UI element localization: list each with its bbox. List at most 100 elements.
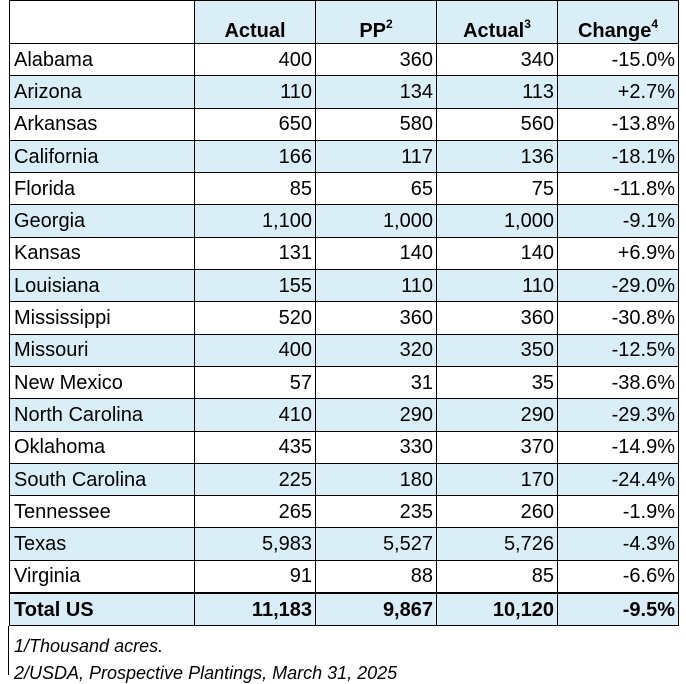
pp-cell: 180: [315, 462, 437, 497]
state-cell: Kansas: [9, 236, 195, 271]
total-row: Total US 11,183 9,867 10,120 -9.5%: [9, 592, 679, 627]
actual-cell: 110: [194, 75, 316, 109]
state-cell: North Carolina: [9, 398, 195, 432]
table-row: Texas 5,983 5,527 5,726 -4.3%: [9, 527, 679, 561]
header-actual-2: Actual3: [436, 0, 558, 44]
pp-cell: 31: [315, 365, 437, 400]
pp-cell: 330: [315, 430, 437, 464]
total-actual-cell: 11,183: [194, 592, 316, 627]
actual-2-cell: 140: [436, 236, 558, 271]
actual-2-cell: 136: [436, 139, 558, 174]
state-cell: Georgia: [9, 204, 195, 238]
actual-cell: 57: [194, 365, 316, 400]
header-change-label: Change: [577, 20, 652, 42]
change-cell: -13.8%: [557, 107, 679, 141]
total-change-cell: -9.5%: [557, 592, 679, 627]
actual-cell: 225: [194, 462, 316, 497]
actual-2-cell: 35: [436, 365, 558, 400]
actual-2-cell: 370: [436, 430, 558, 464]
change-cell: +6.9%: [557, 236, 679, 271]
actual-2-cell: 113: [436, 75, 558, 109]
pp-cell: 65: [315, 172, 437, 206]
change-cell: -18.1%: [557, 139, 679, 174]
footnote-1: 1/Thousand acres.: [14, 636, 164, 656]
change-cell: -12.5%: [557, 333, 679, 367]
actual-2-cell: 560: [436, 107, 558, 141]
state-cell: Arkansas: [9, 107, 195, 141]
header-actual-2-label: Actual: [463, 20, 525, 42]
table-row: North Carolina 410 290 290 -29.3%: [9, 398, 679, 432]
change-cell: -15.0%: [557, 42, 679, 77]
actual-cell: 410: [194, 398, 316, 432]
acreage-table: Actual PP2 Actual3 Change4 Alabama 400 360…: [9, 0, 679, 627]
state-cell: Virginia: [9, 559, 195, 594]
table-row: Florida 85 65 75 -11.8%: [9, 172, 679, 206]
pp-cell: 320: [315, 333, 437, 367]
state-cell: Texas: [9, 527, 195, 561]
state-cell: New Mexico: [9, 365, 195, 400]
change-cell: -24.4%: [557, 462, 679, 497]
pp-cell: 117: [315, 139, 437, 174]
table-row: South Carolina 225 180 170 -24.4%: [9, 462, 679, 497]
state-cell: Mississippi: [9, 301, 195, 335]
actual-cell: 435: [194, 430, 316, 464]
actual-2-cell: 350: [436, 333, 558, 367]
actual-2-cell: 360: [436, 301, 558, 335]
table-row: Oklahoma 435 330 370 -14.9%: [9, 430, 679, 464]
total-pp-cell: 9,867: [315, 592, 437, 627]
state-cell: Missouri: [9, 333, 195, 367]
state-cell: Alabama: [9, 42, 195, 77]
header-actual-label: Actual: [224, 20, 286, 42]
actual-cell: 265: [194, 495, 316, 529]
table-row: Mississippi 520 360 360 -30.8%: [9, 301, 679, 335]
state-cell: Florida: [9, 172, 195, 206]
table-row: New Mexico 57 31 35 -38.6%: [9, 365, 679, 400]
change-cell: -1.9%: [557, 495, 679, 529]
actual-2-cell: 340: [436, 42, 558, 77]
actual-2-cell: 170: [436, 462, 558, 497]
pp-cell: 360: [315, 42, 437, 77]
change-cell: -38.6%: [557, 365, 679, 400]
state-cell: Louisiana: [9, 269, 195, 303]
actual-2-cell: 110: [436, 269, 558, 303]
pp-cell: 1,000: [315, 204, 437, 238]
table-row: Louisiana 155 110 110 -29.0%: [9, 269, 679, 303]
actual-cell: 400: [194, 333, 316, 367]
pp-cell: 235: [315, 495, 437, 529]
table-row: Arizona 110 134 113 +2.7%: [9, 75, 679, 109]
footnote-2: 2/USDA, Prospective Plantings, March 31,…: [14, 663, 398, 683]
header-state-cell: [9, 0, 195, 44]
change-cell: +2.7%: [557, 75, 679, 109]
table-row: Kansas 131 140 140 +6.9%: [9, 236, 679, 271]
change-cell: -9.1%: [557, 204, 679, 238]
actual-cell: 650: [194, 107, 316, 141]
change-cell: -29.0%: [557, 269, 679, 303]
actual-2-cell: 85: [436, 559, 558, 594]
header-pp-label: PP: [359, 20, 386, 42]
change-cell: -6.6%: [557, 559, 679, 594]
table-row: Alabama 400 360 340 -15.0%: [9, 42, 679, 77]
actual-cell: 91: [194, 559, 316, 594]
state-cell: Arizona: [9, 75, 195, 109]
header-actual: Actual: [194, 0, 316, 44]
notes-divider: [8, 626, 9, 675]
table-row: Georgia 1,100 1,000 1,000 -9.1%: [9, 204, 679, 238]
change-cell: -4.3%: [557, 527, 679, 561]
table-row: Tennessee 265 235 260 -1.9%: [9, 495, 679, 529]
change-cell: -14.9%: [557, 430, 679, 464]
state-cell: California: [9, 139, 195, 174]
pp-cell: 360: [315, 301, 437, 335]
change-cell: -30.8%: [557, 301, 679, 335]
actual-cell: 85: [194, 172, 316, 206]
actual-cell: 131: [194, 236, 316, 271]
pp-cell: 88: [315, 559, 437, 594]
actual-2-cell: 1,000: [436, 204, 558, 238]
pp-cell: 290: [315, 398, 437, 432]
change-cell: -11.8%: [557, 172, 679, 206]
table-row: California 166 117 136 -18.1%: [9, 139, 679, 174]
table-row: Arkansas 650 580 560 -13.8%: [9, 107, 679, 141]
actual-cell: 155: [194, 269, 316, 303]
actual-cell: 400: [194, 42, 316, 77]
change-cell: -29.3%: [557, 398, 679, 432]
header-change-sup: 4: [651, 17, 659, 31]
